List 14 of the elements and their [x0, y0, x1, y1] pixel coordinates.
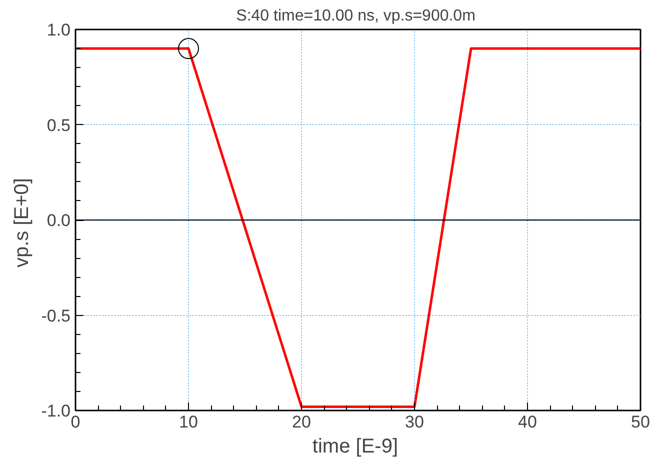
- x-tick-label: 40: [518, 412, 537, 432]
- y-tick-label: 0.5: [46, 116, 71, 135]
- y-tick-label: 1.0: [46, 20, 71, 40]
- y-tick-label: -1.0: [41, 402, 71, 420]
- x-tick-label: 0: [70, 412, 80, 432]
- x-axis-title: time [E-9]: [312, 436, 398, 458]
- x-tick-label: 50: [631, 412, 650, 432]
- x-tick-label: 10: [179, 412, 198, 432]
- x-tick-label: 20: [292, 412, 311, 432]
- y-tick-label: -0.5: [41, 306, 71, 326]
- y-tick-label: 0.0: [46, 211, 71, 230]
- chart-title: S:40 time=10.00 ns, vp.s=900.0m: [236, 8, 476, 24]
- y-axis-title: vp.s [E+0]: [11, 178, 34, 268]
- x-tick-label: 30: [405, 412, 424, 432]
